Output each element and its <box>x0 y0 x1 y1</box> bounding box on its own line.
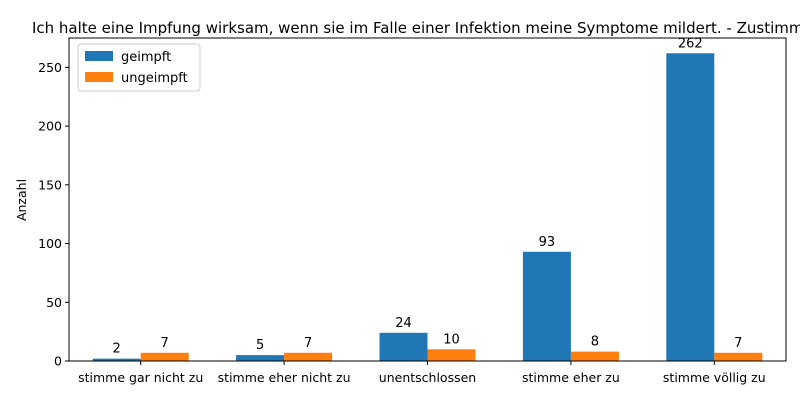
x-tick-label-4: stimme völlig zu <box>663 370 766 385</box>
bar-ungeimpft-3 <box>570 351 619 361</box>
y-tick-label-200: 200 <box>38 119 62 134</box>
data-label-geimpft-1: 5 <box>256 338 264 353</box>
bar-geimpft-2 <box>379 332 428 361</box>
data-label-geimpft-2: 24 <box>395 316 412 331</box>
chart-title: Ich halte eine Impfung wirksam, wenn sie… <box>32 19 800 37</box>
y-tick-label-250: 250 <box>38 60 62 75</box>
legend-swatch-ungeimpft <box>85 72 113 82</box>
bar-ungeimpft-4 <box>714 352 763 361</box>
legend: geimpft ungeimpft <box>77 43 201 92</box>
bar-geimpft-3 <box>522 251 571 361</box>
bar-geimpft-0 <box>92 358 141 361</box>
legend-swatch-geimpft <box>85 51 113 61</box>
bar-geimpft-4 <box>666 53 715 361</box>
x-tick-label-0: stimme gar nicht zu <box>78 370 203 385</box>
bar-geimpft-1 <box>236 355 285 361</box>
data-label-ungeimpft-0: 7 <box>161 336 169 351</box>
data-label-ungeimpft-4: 7 <box>734 336 742 351</box>
data-label-ungeimpft-3: 8 <box>591 335 599 350</box>
y-tick-label-50: 50 <box>46 295 62 310</box>
data-label-geimpft-0: 2 <box>113 342 121 357</box>
x-tick-label-1: stimme eher nicht zu <box>218 370 351 385</box>
x-tick-label-2: unentschlossen <box>379 370 476 385</box>
bar-ungeimpft-2 <box>427 349 476 361</box>
y-tick-label-0: 0 <box>54 354 62 369</box>
bar-ungeimpft-0 <box>140 352 189 361</box>
data-label-geimpft-4: 262 <box>678 36 703 51</box>
y-axis-label: Anzahl <box>14 179 29 221</box>
y-tick-label-150: 150 <box>38 177 62 192</box>
data-label-geimpft-3: 93 <box>539 235 556 250</box>
data-label-ungeimpft-1: 7 <box>304 336 312 351</box>
x-tick-label-3: stimme eher zu <box>522 370 620 385</box>
plot-area: 2 5 24 93 262 7 7 10 8 7 0 50 100 150 200 250 stimme gar… <box>38 36 787 385</box>
legend-label-ungeimpft: ungeimpft <box>121 71 188 86</box>
data-label-ungeimpft-2: 10 <box>443 332 460 347</box>
bar-ungeimpft-1 <box>284 352 333 361</box>
y-tick-label-100: 100 <box>38 236 62 251</box>
legend-label-geimpft: geimpft <box>121 50 171 65</box>
